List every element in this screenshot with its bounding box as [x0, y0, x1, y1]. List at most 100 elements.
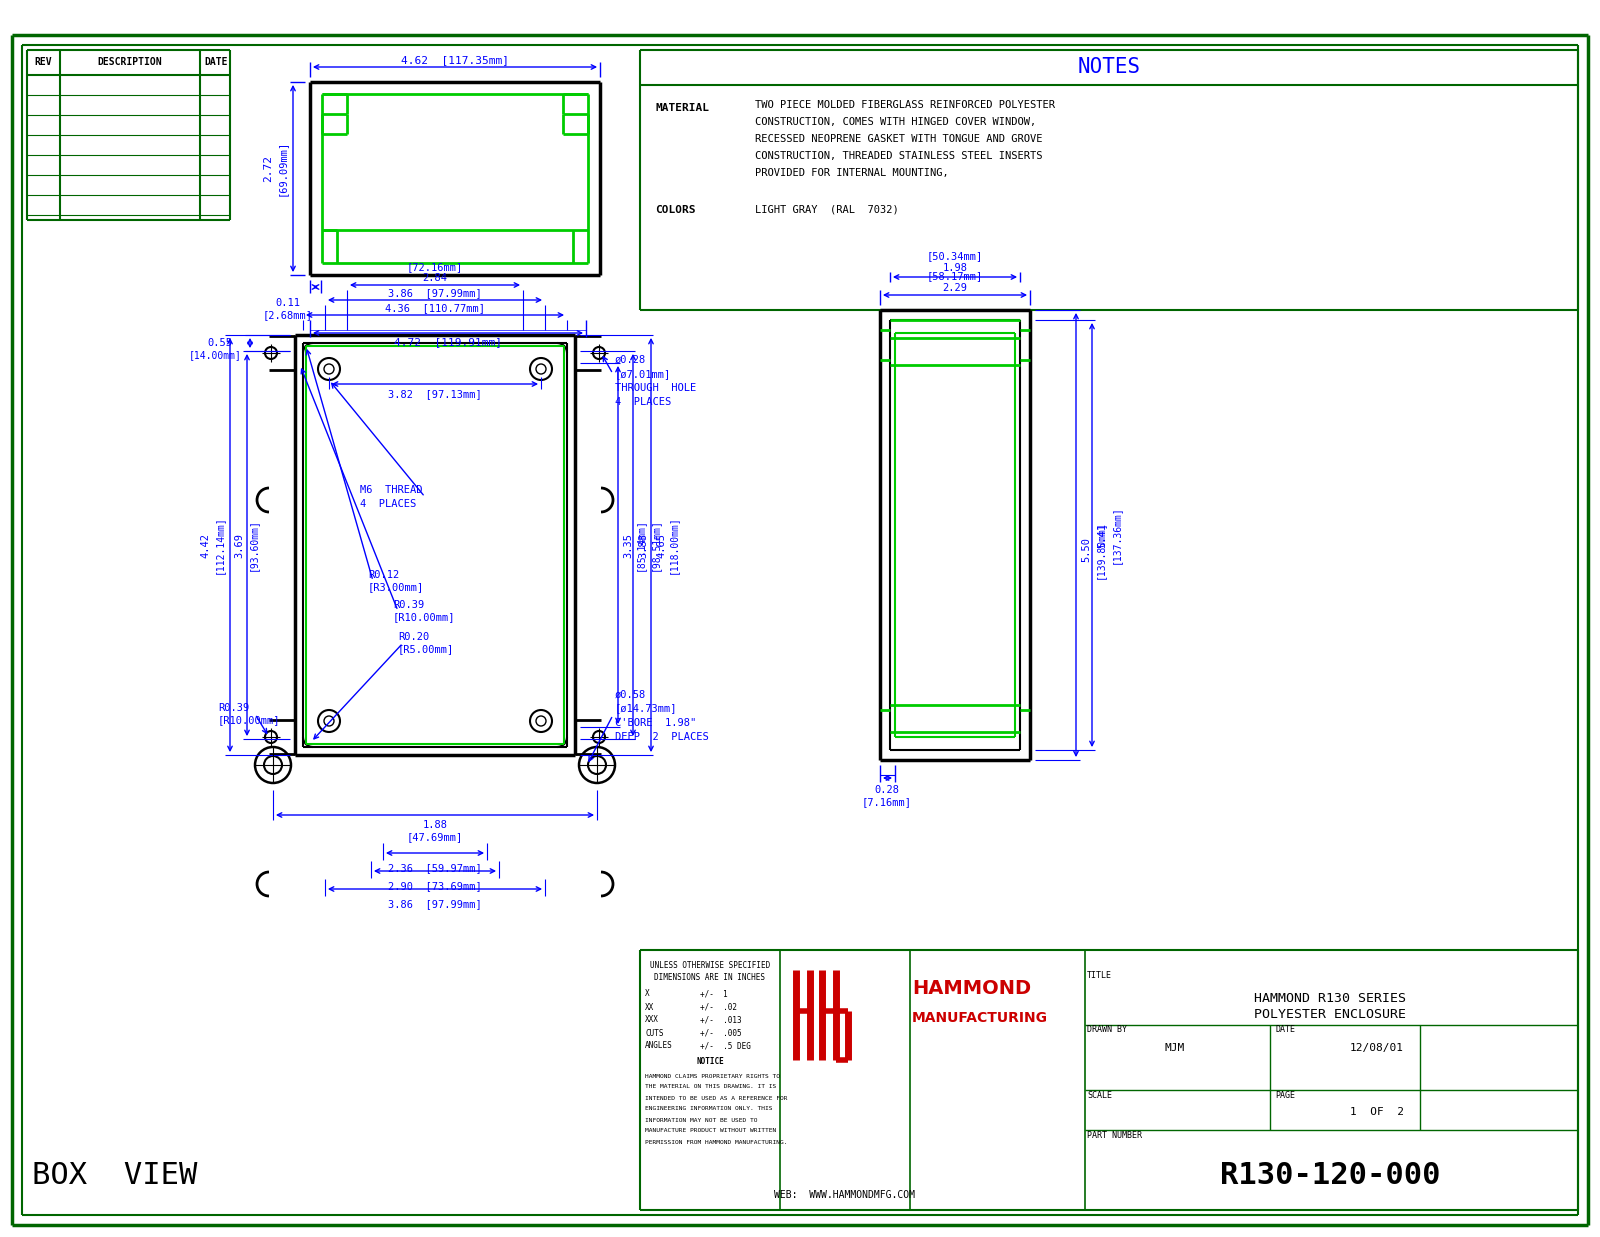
- Text: R130-120-000: R130-120-000: [1219, 1160, 1440, 1190]
- Text: 3.88: 3.88: [638, 532, 648, 558]
- Text: R0.12: R0.12: [368, 570, 400, 580]
- Text: [118.00mm]: [118.00mm]: [669, 516, 678, 574]
- Text: THE MATERIAL ON THIS DRAWING. IT IS: THE MATERIAL ON THIS DRAWING. IT IS: [645, 1085, 776, 1090]
- Text: TWO PIECE MOLDED FIBERGLASS REINFORCED POLYESTER: TWO PIECE MOLDED FIBERGLASS REINFORCED P…: [755, 100, 1054, 110]
- Text: 1.98: 1.98: [942, 263, 968, 273]
- Text: UNLESS OTHERWISE SPECIFIED: UNLESS OTHERWISE SPECIFIED: [650, 960, 770, 970]
- Text: 0.28: 0.28: [875, 785, 899, 795]
- Text: DATE: DATE: [1275, 1025, 1294, 1034]
- Text: R0.39: R0.39: [218, 703, 250, 713]
- Text: [R3.00mm]: [R3.00mm]: [368, 581, 424, 593]
- Text: [R10.00mm]: [R10.00mm]: [394, 612, 456, 622]
- Text: MANUFACTURE PRODUCT WITHOUT WRITTEN: MANUFACTURE PRODUCT WITHOUT WRITTEN: [645, 1128, 776, 1133]
- Text: M6  THREAD: M6 THREAD: [360, 485, 422, 495]
- Text: [72.16mm]: [72.16mm]: [406, 262, 462, 272]
- Text: 3.86  [97.99mm]: 3.86 [97.99mm]: [389, 899, 482, 909]
- Text: XXX: XXX: [645, 1016, 659, 1024]
- Text: [47.69mm]: [47.69mm]: [406, 833, 462, 842]
- Text: INTENDED TO BE USED AS A REFERENCE FOR: INTENDED TO BE USED AS A REFERENCE FOR: [645, 1096, 787, 1101]
- Text: 4.72  [119.91mm]: 4.72 [119.91mm]: [394, 336, 502, 348]
- Text: CONSTRUCTION, COMES WITH HINGED COVER WINDOW,: CONSTRUCTION, COMES WITH HINGED COVER WI…: [755, 118, 1037, 127]
- Text: R0.39: R0.39: [394, 600, 424, 610]
- Text: [98.51mm]: [98.51mm]: [650, 518, 661, 571]
- Text: ø0.28: ø0.28: [614, 355, 646, 365]
- Text: DEEP  2  PLACES: DEEP 2 PLACES: [614, 732, 709, 742]
- Text: 3.35: 3.35: [622, 532, 634, 558]
- Text: CUTS: CUTS: [645, 1028, 664, 1038]
- Text: THROUGH  HOLE: THROUGH HOLE: [614, 383, 696, 393]
- Text: NOTES: NOTES: [1077, 57, 1141, 77]
- Text: HAMMOND CLAIMS PROPRIETARY RIGHTS TO: HAMMOND CLAIMS PROPRIETARY RIGHTS TO: [645, 1074, 781, 1079]
- Text: 4.62  [117.35mm]: 4.62 [117.35mm]: [402, 54, 509, 66]
- Text: XX: XX: [645, 1002, 654, 1012]
- Text: 5.50: 5.50: [1082, 538, 1091, 563]
- Text: 4.42: 4.42: [200, 532, 210, 558]
- Text: X: X: [645, 990, 650, 998]
- Text: 0.11: 0.11: [275, 298, 301, 308]
- Text: [14.00mm]: [14.00mm]: [189, 350, 242, 360]
- Text: RECESSED NEOPRENE GASKET WITH TONGUE AND GROVE: RECESSED NEOPRENE GASKET WITH TONGUE AND…: [755, 134, 1043, 143]
- Text: [7.16mm]: [7.16mm]: [862, 797, 912, 807]
- Text: ENGINEERING INFORMATION ONLY. THIS: ENGINEERING INFORMATION ONLY. THIS: [645, 1107, 773, 1112]
- Text: R0.20: R0.20: [398, 632, 429, 642]
- Text: ANGLES: ANGLES: [645, 1042, 672, 1050]
- Text: 4.65: 4.65: [656, 532, 666, 558]
- Text: +/-  .02: +/- .02: [701, 1002, 738, 1012]
- Text: [ø14.73mm]: [ø14.73mm]: [614, 703, 677, 713]
- Text: 0.55: 0.55: [208, 338, 232, 348]
- Text: MANUFACTURING: MANUFACTURING: [912, 1011, 1048, 1025]
- Text: MJM: MJM: [1165, 1043, 1186, 1053]
- Text: 2.90  [73.69mm]: 2.90 [73.69mm]: [389, 881, 482, 891]
- Text: REV: REV: [34, 57, 51, 67]
- Text: [85.14mm]: [85.14mm]: [635, 518, 645, 571]
- Text: 4.36  [110.77mm]: 4.36 [110.77mm]: [386, 303, 485, 313]
- Text: HAMMOND R130 SERIES: HAMMOND R130 SERIES: [1254, 992, 1406, 1004]
- Text: 2.29: 2.29: [942, 283, 968, 293]
- Text: HAMMOND: HAMMOND: [912, 978, 1030, 997]
- Text: +/-  1: +/- 1: [701, 990, 728, 998]
- Text: INFORMATION MAY NOT BE USED TO: INFORMATION MAY NOT BE USED TO: [645, 1117, 757, 1122]
- Text: BOX  VIEW: BOX VIEW: [32, 1160, 198, 1190]
- Text: 3.82  [97.13mm]: 3.82 [97.13mm]: [389, 388, 482, 400]
- Text: [58.17mm]: [58.17mm]: [926, 271, 982, 281]
- Text: +/-  .005: +/- .005: [701, 1028, 742, 1038]
- Text: [R5.00mm]: [R5.00mm]: [398, 644, 454, 654]
- Text: 2.36  [59.97mm]: 2.36 [59.97mm]: [389, 863, 482, 873]
- Text: [ø7.01mm]: [ø7.01mm]: [614, 369, 672, 379]
- Text: 1  OF  2: 1 OF 2: [1350, 1107, 1405, 1117]
- Text: [69.09mm]: [69.09mm]: [277, 140, 286, 197]
- Text: DRAWN BY: DRAWN BY: [1086, 1025, 1126, 1034]
- Text: +/-  .013: +/- .013: [701, 1016, 742, 1024]
- Text: NOTICE: NOTICE: [696, 1058, 723, 1066]
- Text: 3.86  [97.99mm]: 3.86 [97.99mm]: [389, 288, 482, 298]
- Text: PART NUMBER: PART NUMBER: [1086, 1131, 1142, 1139]
- Text: 1.88: 1.88: [422, 820, 448, 830]
- Text: COLORS: COLORS: [654, 205, 696, 215]
- Text: 2.84: 2.84: [422, 273, 448, 283]
- Text: [112.14mm]: [112.14mm]: [214, 516, 224, 574]
- Text: 4  PLACES: 4 PLACES: [360, 499, 416, 508]
- Text: 12/08/01: 12/08/01: [1350, 1043, 1405, 1053]
- Text: [50.34mm]: [50.34mm]: [926, 251, 982, 261]
- Text: [R10.00mm]: [R10.00mm]: [218, 715, 280, 725]
- Text: DESCRIPTION: DESCRIPTION: [98, 57, 162, 67]
- Text: 2.72: 2.72: [262, 155, 274, 182]
- Text: DIMENSIONS ARE IN INCHES: DIMENSIONS ARE IN INCHES: [654, 974, 765, 982]
- Text: PAGE: PAGE: [1275, 1091, 1294, 1100]
- Text: 5.41: 5.41: [1098, 522, 1107, 548]
- Text: [137.36mm]: [137.36mm]: [1110, 506, 1122, 564]
- Text: C'BORE  1.98": C'BORE 1.98": [614, 717, 696, 729]
- Text: [93.60mm]: [93.60mm]: [248, 518, 258, 571]
- Text: POLYESTER ENCLOSURE: POLYESTER ENCLOSURE: [1254, 1008, 1406, 1022]
- Text: TITLE: TITLE: [1086, 971, 1112, 980]
- Text: WEB:  WWW.HAMMONDMFG.COM: WEB: WWW.HAMMONDMFG.COM: [774, 1190, 915, 1200]
- Text: LIGHT GRAY  (RAL  7032): LIGHT GRAY (RAL 7032): [755, 205, 899, 215]
- Text: MATERIAL: MATERIAL: [654, 103, 709, 113]
- Text: [139.80mm]: [139.80mm]: [1094, 521, 1106, 579]
- Text: CONSTRUCTION, THREADED STAINLESS STEEL INSERTS: CONSTRUCTION, THREADED STAINLESS STEEL I…: [755, 151, 1043, 161]
- Text: PROVIDED FOR INTERNAL MOUNTING,: PROVIDED FOR INTERNAL MOUNTING,: [755, 168, 949, 178]
- Text: [2.68mm]: [2.68mm]: [262, 310, 314, 320]
- Text: 4  PLACES: 4 PLACES: [614, 397, 672, 407]
- Text: DATE: DATE: [205, 57, 227, 67]
- Text: +/-  .5 DEG: +/- .5 DEG: [701, 1042, 750, 1050]
